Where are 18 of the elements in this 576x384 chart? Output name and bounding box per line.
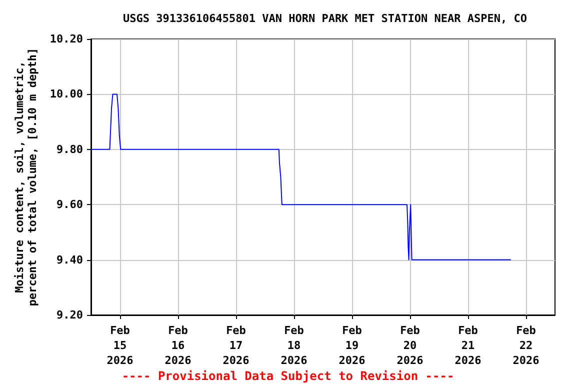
x-tick-label: Feb 20 2026 [396,324,424,367]
x-tick-label: Feb 22 2026 [512,324,540,367]
x-tick-label: Feb 18 2026 [280,324,308,367]
y-tick-label: 9.40 [56,253,83,266]
x-tick-label: Feb 19 2026 [338,324,366,367]
x-tick-label: Feb 21 2026 [454,324,482,367]
x-tick-label: Feb 15 2026 [106,324,134,367]
y-tick-label: 9.80 [56,142,83,156]
x-tick-label: Feb 16 2026 [164,324,192,367]
text: ---- Provisional Data Subject to Revision ---- [122,369,454,383]
y-tick-label: 9.20 [56,308,83,322]
line-series [90,94,512,260]
y-tick-label: 9.60 [56,198,83,212]
y-tick-label: 10.00 [50,88,83,101]
chart-title: USGS 391336106455801 VAN HORN PARK MET STATION NEAR ASPEN, CO [123,12,528,25]
y-axis-title: Moisture content, soil, volumetric, percent of total volume, [0.10 m depth] [12,48,39,306]
x-tick-label: Feb 17 2026 [222,324,250,367]
y-tick-label: 10.20 [50,32,83,46]
